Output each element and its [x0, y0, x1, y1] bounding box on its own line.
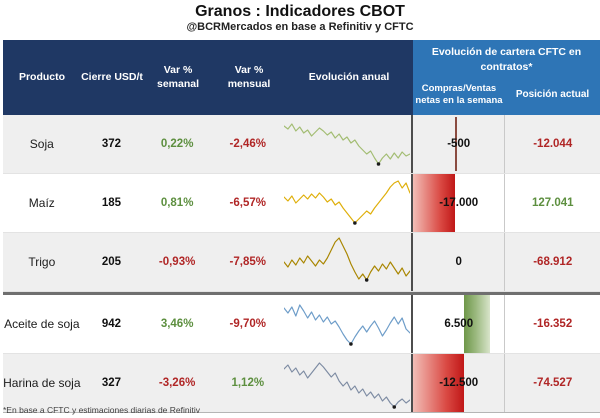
cftc-header-title: Evolución de cartera CFTC en contratos* [431, 46, 582, 73]
sparkline-chart [284, 233, 413, 291]
cftc-net-value: -12.500 [439, 377, 479, 389]
group-separator [3, 292, 600, 295]
cftc-bar-cell: 0 [413, 233, 506, 291]
sparkline-chart [284, 354, 413, 412]
positive-bar [463, 295, 491, 353]
var-mensual-value: 1,12% [231, 377, 265, 389]
price-value: 205 [101, 256, 122, 268]
var-mensual-value: -2,46% [229, 138, 266, 150]
table-body: Soja 372 0,22% -2,46% -500 -12.044 Maíz … [3, 115, 600, 413]
var-semanal-value: 0,22% [160, 138, 194, 150]
posicion-value: -12.044 [533, 138, 573, 150]
min-marker [353, 221, 357, 225]
cftc-subheader: Compras/Ventas netas en la semana Posici… [413, 74, 600, 115]
min-marker [365, 278, 369, 282]
var-semanal-value: -3,26% [158, 377, 196, 389]
price-value: 327 [101, 377, 122, 389]
bar-axis-line [454, 117, 457, 171]
table-row-aceite-de-soja: Aceite de soja 942 3,46% -9,70% 6.500 -1… [3, 295, 600, 354]
col-header-var-mensual: Var % mensual [213, 40, 285, 115]
cftc-bar-cell: -17.000 [412, 174, 506, 232]
price-value: 942 [101, 318, 122, 330]
col-header-cftc-net: Compras/Ventas netas en la semana [415, 82, 503, 106]
col-header-var-semanal: Var % semanal [143, 40, 213, 115]
price-value: 372 [101, 138, 122, 150]
col-header-evolucion: Evolución anual [285, 40, 413, 115]
table-header: Producto Cierre USD/t Var % semanal Var … [3, 40, 600, 115]
cftc-net-value: -500 [447, 138, 471, 150]
cftc-data-bar [413, 115, 505, 173]
footnote: *En base a CFTC y estimaciones diarias d… [3, 405, 200, 415]
col-header-producto: Producto [3, 40, 81, 115]
var-semanal-value: 3,46% [160, 318, 194, 330]
posicion-value: 127.041 [531, 197, 574, 209]
col-header-cierre: Cierre USD/t [81, 40, 143, 115]
sparkline-chart [284, 174, 413, 232]
cftc-bar-cell: -12.500 [412, 354, 506, 412]
product-name: Aceite de soja [4, 317, 80, 331]
table-row-maiz: Maíz 185 0,81% -6,57% -17.000 127.041 [3, 174, 600, 233]
table-row-trigo: Trigo 205 -0,93% -7,85% 0 -68.912 [3, 233, 600, 292]
var-mensual-value: -6,57% [229, 197, 266, 209]
product-name: Maíz [28, 196, 55, 210]
negative-bar [412, 354, 464, 412]
product-name: Trigo [28, 255, 56, 269]
cftc-header: Evolución de cartera CFTC en contratos* … [413, 40, 600, 115]
page-title: Granos : Indicadores CBOT [195, 3, 405, 20]
var-mensual-value: -9,70% [229, 318, 266, 330]
var-mensual-value: -7,85% [229, 256, 266, 268]
cftc-net-value: -17.000 [439, 197, 479, 209]
sparkline-chart [284, 115, 413, 173]
posicion-value: -74.527 [533, 377, 573, 389]
negative-bar [412, 174, 455, 232]
cftc-data-bar [412, 354, 505, 412]
var-semanal-value: 0,81% [160, 197, 194, 209]
product-name: Harina de soja [3, 376, 81, 390]
table-row-harina-de-soja: Harina de soja 327 -3,26% 1,12% -12.500 … [3, 354, 600, 413]
cftc-data-bar [413, 295, 505, 353]
sparkline-chart [284, 295, 413, 353]
page-subtitle: @BCRMercados en base a Refinitiv y CFTC [186, 21, 414, 33]
min-marker [392, 405, 397, 409]
cftc-net-value: 6.500 [444, 318, 474, 330]
cftc-bar-cell: -500 [413, 115, 506, 173]
price-value: 185 [101, 197, 122, 209]
var-semanal-value: -0,93% [158, 256, 196, 268]
cftc-net-value: 0 [455, 256, 462, 268]
indicators-table: Producto Cierre USD/t Var % semanal Var … [3, 40, 600, 413]
table-row-soja: Soja 372 0,22% -2,46% -500 -12.044 [3, 115, 600, 174]
min-marker [376, 162, 381, 166]
posicion-value: -16.352 [533, 318, 573, 330]
min-marker [349, 342, 353, 346]
cftc-bar-cell: 6.500 [413, 295, 506, 353]
col-header-posicion: Posición actual [515, 89, 590, 101]
product-name: Soja [29, 137, 54, 151]
cftc-data-bar [412, 174, 505, 232]
posicion-value: -68.912 [533, 256, 573, 268]
